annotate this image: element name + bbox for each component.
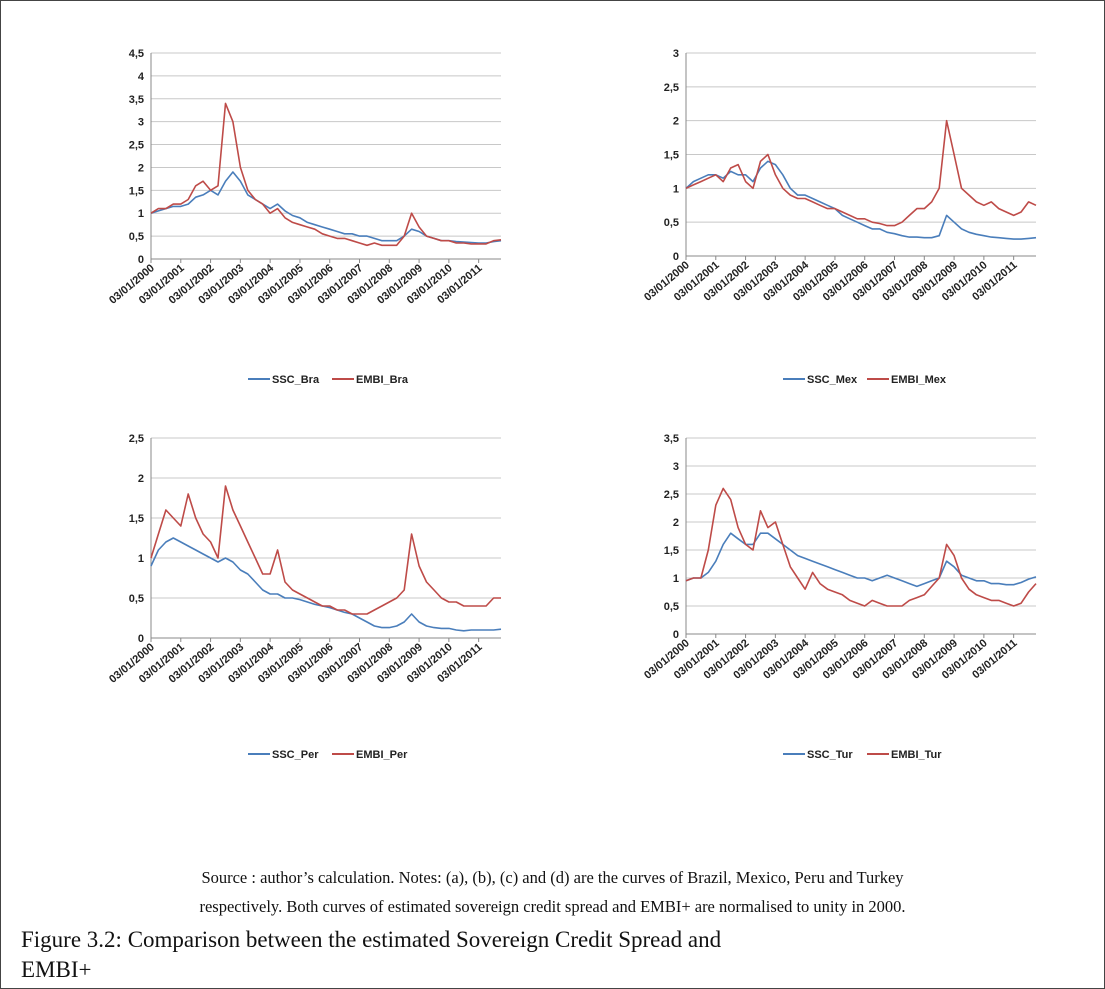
y-tick-label: 4 <box>138 71 145 83</box>
y-tick-label: 0,5 <box>664 601 679 613</box>
y-tick-label: 2,5 <box>664 82 679 94</box>
y-tick-label: 1 <box>673 183 679 195</box>
note-line: respectively. Both curves of estimated s… <box>199 897 906 916</box>
legend-label: EMBI_Mex <box>891 374 947 386</box>
legend-label: SSC_Per <box>272 749 319 761</box>
y-tick-label: 2 <box>673 116 679 128</box>
y-tick-label: 1 <box>138 208 144 220</box>
y-tick-label: 0 <box>138 254 144 266</box>
legend-label: SSC_Mex <box>807 374 858 386</box>
y-tick-label: 3,5 <box>664 433 679 445</box>
y-tick-label: 2 <box>138 162 144 174</box>
series-line <box>685 160 1037 240</box>
y-tick-label: 1 <box>138 553 144 565</box>
y-tick-label: 3 <box>673 461 679 473</box>
series-line <box>685 119 1037 227</box>
series-line <box>150 485 501 615</box>
series-line <box>685 487 1037 607</box>
series-line <box>150 537 502 632</box>
series-line <box>150 102 502 247</box>
y-tick-label: 1,5 <box>664 150 679 162</box>
y-tick-label: 3 <box>673 48 679 60</box>
y-tick-label: 2,5 <box>129 433 144 445</box>
figure-caption: Figure 3.2: Comparison between the estim… <box>21 927 722 952</box>
legend-label: SSC_Bra <box>272 374 320 386</box>
y-tick-label: 0,5 <box>664 217 679 229</box>
y-tick-label: 0,5 <box>129 593 144 605</box>
y-tick-label: 2 <box>673 517 679 529</box>
y-tick-label: 3 <box>138 117 144 129</box>
figure-caption: EMBI+ <box>21 957 92 982</box>
legend-label: SSC_Tur <box>807 749 853 761</box>
y-tick-label: 4,5 <box>129 48 144 60</box>
y-tick-label: 0,5 <box>129 231 144 243</box>
legend-label: EMBI_Bra <box>356 374 409 386</box>
y-tick-label: 1 <box>673 573 679 585</box>
legend-label: EMBI_Per <box>356 749 408 761</box>
y-tick-label: 2 <box>138 473 144 485</box>
legend-label: EMBI_Tur <box>891 749 942 761</box>
y-tick-label: 1,5 <box>664 545 679 557</box>
y-tick-label: 1,5 <box>129 185 144 197</box>
y-tick-label: 1,5 <box>129 513 144 525</box>
y-tick-label: 0 <box>673 629 679 641</box>
y-tick-label: 2,5 <box>129 140 144 152</box>
y-tick-label: 2,5 <box>664 489 679 501</box>
y-tick-label: 0 <box>138 633 144 645</box>
note-line: Source : author’s calculation. Notes: (a… <box>201 868 904 887</box>
y-tick-label: 3,5 <box>129 94 144 106</box>
y-tick-label: 0 <box>673 251 679 263</box>
